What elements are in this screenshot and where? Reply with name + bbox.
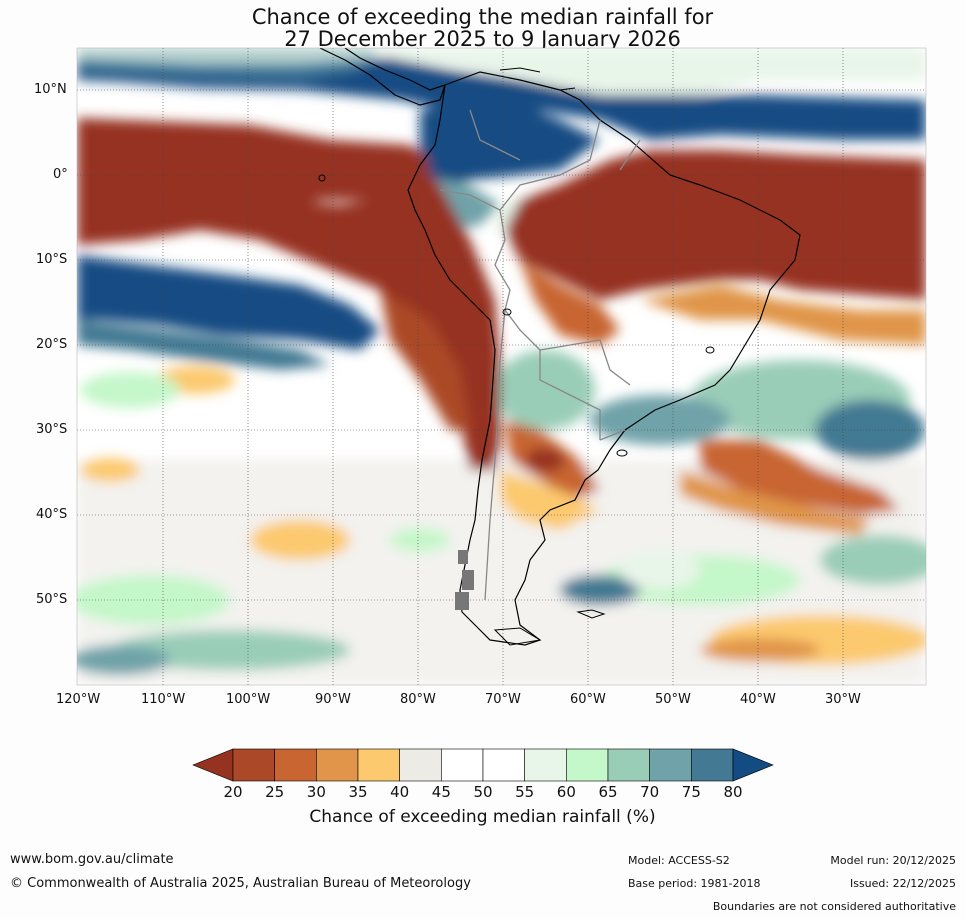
colorbar-swatch [649, 748, 692, 782]
colorbar-tick-label: 75 [681, 783, 701, 801]
graticule [77, 48, 926, 685]
lon-label-30w: 30°W [825, 692, 861, 707]
issued-date: Issued: 22/12/2025 [849, 877, 956, 890]
colorbar [192, 748, 774, 782]
colorbar-tick-label: 60 [556, 783, 576, 801]
colorbar-tick-label: 40 [390, 783, 410, 801]
south-america-coastline [407, 71, 801, 646]
colorbar-tick-label: 30 [306, 783, 326, 801]
colorbar-swatch [274, 748, 317, 782]
colorbar-arrow-low [192, 748, 234, 782]
colorbar-tick-label: 20 [223, 783, 243, 801]
colorbar-swatch [607, 748, 650, 782]
colorbar-tick-label: 50 [473, 783, 493, 801]
colorbar-tick-label: 35 [348, 783, 368, 801]
colorbar-swatch [691, 748, 734, 782]
central-america-coastline [319, 48, 446, 106]
model-name: Model: ACCESS-S2 [628, 854, 730, 867]
lat-label-50s: 50°S [36, 592, 68, 607]
rainfall-probability-field [77, 48, 926, 685]
colorbar-swatch [232, 748, 275, 782]
lat-label-10n: 10°N [34, 82, 67, 97]
colorbar-swatch [566, 748, 609, 782]
colorbar-swatch [357, 748, 400, 782]
colorbar-tick-label: 80 [723, 783, 743, 801]
colorbar-swatch [482, 748, 525, 782]
colorbar-swatch [524, 748, 567, 782]
colorbar-swatch [441, 748, 484, 782]
base-period: Base period: 1981-2018 [628, 877, 761, 890]
colorbar-tick-label: 45 [431, 783, 451, 801]
title-line-1: Chance of exceeding the median rainfall … [251, 5, 714, 29]
lon-label-50w: 50°W [655, 692, 691, 707]
model-run: Model run: 20/12/2025 [830, 854, 956, 867]
lon-label-40w: 40°W [740, 692, 776, 707]
lat-label-40s: 40°S [36, 507, 68, 522]
lon-label-100w: 100°W [226, 692, 271, 707]
lat-label-20s: 20°S [36, 337, 68, 352]
colorbar-tick-label: 70 [640, 783, 660, 801]
lon-label-80w: 80°W [400, 692, 436, 707]
lon-label-110w: 110°W [141, 692, 186, 707]
copyright: © Commonwealth of Australia 2025, Austra… [10, 876, 471, 891]
country-borders [439, 109, 641, 601]
colorbar-tick-label: 55 [515, 783, 535, 801]
colorbar-swatch [399, 748, 442, 782]
title-line-2: 27 December 2025 to 9 January 2026 [284, 27, 681, 51]
colorbar-title: Chance of exceeding median rainfall (%) [309, 807, 656, 827]
lon-label-70w: 70°W [485, 692, 521, 707]
colorbar-swatch [316, 748, 359, 782]
website-link[interactable]: www.bom.gov.au/climate [10, 852, 174, 867]
boundaries-disclaimer: Boundaries are not considered authoritat… [712, 900, 956, 913]
lon-label-120w: 120°W [56, 692, 101, 707]
lon-label-60w: 60°W [570, 692, 606, 707]
colorbar-tick-label: 65 [598, 783, 618, 801]
chilean-archipelago [455, 550, 474, 610]
lat-label-10s: 10°S [36, 252, 68, 267]
colorbar-tick-label: 25 [265, 783, 285, 801]
lat-label-30s: 30°S [36, 422, 68, 437]
colorbar-arrow-high [732, 748, 774, 782]
lat-label-0: 0° [53, 167, 68, 182]
lon-label-90w: 90°W [315, 692, 351, 707]
